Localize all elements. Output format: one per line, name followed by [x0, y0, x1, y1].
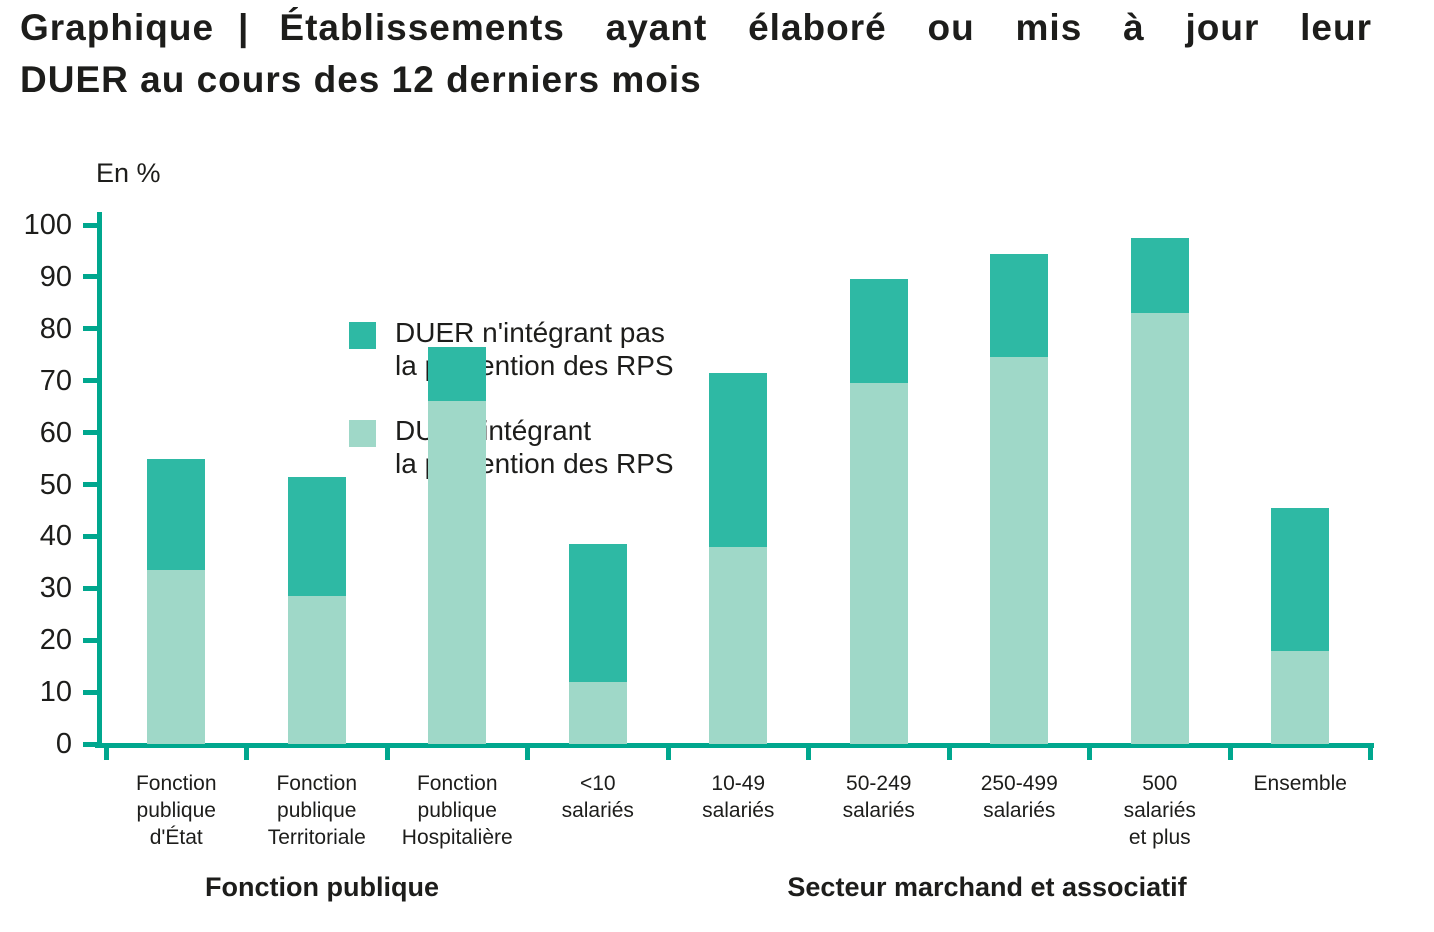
x-axis-tick	[525, 745, 530, 760]
bar-segment-integrant	[1130, 313, 1189, 744]
y-axis-tick	[83, 689, 97, 695]
category-label: Ensemble	[1253, 772, 1347, 795]
group-label-secteur-marchand: Secteur marchand et associatif	[787, 872, 1187, 902]
y-tick-label: 40	[39, 520, 72, 553]
x-axis-tick	[244, 745, 249, 760]
bar-segment-non-integrant	[287, 476, 346, 597]
legend-swatch-non-integrant	[349, 322, 376, 349]
y-axis-tick	[83, 637, 97, 643]
bar-segment-integrant	[568, 681, 627, 744]
x-axis-line	[95, 743, 1374, 748]
x-axis-tick	[1368, 745, 1373, 760]
x-axis-tick	[1087, 745, 1092, 760]
y-axis-tick	[83, 222, 97, 228]
bar-segment-non-integrant	[428, 346, 487, 402]
category-label: Fonction publique d'État	[135, 772, 217, 849]
y-tick-label: 70	[39, 364, 72, 397]
category-label: 50-249 salariés	[842, 772, 915, 822]
y-axis-tick	[83, 378, 97, 384]
category-label: 250-499 salariés	[980, 772, 1058, 822]
bar-segment-non-integrant	[1271, 507, 1330, 651]
bar-segment-non-integrant	[568, 544, 627, 682]
y-tick-label: 30	[39, 572, 72, 605]
category-label: Fonction publique Hospitalière	[401, 772, 513, 849]
title-rest: Établissements ayant élaboré ou mis à jo…	[279, 7, 1372, 48]
x-axis-tick	[1227, 745, 1233, 760]
y-axis-tick	[83, 585, 97, 591]
y-tick-label: 60	[39, 416, 72, 449]
y-tick-label: 100	[23, 209, 72, 241]
x-axis-tick	[946, 745, 952, 760]
title-separator: |	[238, 7, 250, 48]
x-axis-tick	[103, 745, 109, 760]
page-title-line2: DUER au cours des 12 derniers mois	[20, 59, 702, 100]
bar-segment-integrant	[849, 383, 908, 744]
bar-segment-integrant	[428, 401, 487, 744]
x-axis-tick	[384, 745, 390, 760]
bar-segment-integrant	[990, 357, 1049, 744]
category-label: <10 salariés	[561, 772, 634, 822]
y-axis-line	[97, 212, 102, 748]
y-tick-label: 80	[39, 312, 72, 345]
y-axis-tick	[83, 741, 97, 747]
legend-swatch-integrant	[349, 420, 376, 447]
y-axis-tick	[83, 482, 97, 487]
bar-segment-non-integrant	[147, 458, 206, 571]
y-tick-label: 0	[55, 728, 72, 760]
bar-segment-non-integrant	[1130, 237, 1189, 314]
bar-segment-non-integrant	[990, 253, 1049, 358]
y-tick-label: 20	[39, 624, 72, 657]
category-label: 10-49 salariés	[702, 772, 775, 822]
category-label: 500 salariés et plus	[1123, 772, 1196, 849]
bar-segment-non-integrant	[709, 372, 768, 547]
y-tick-label: 90	[39, 260, 72, 293]
y-axis-tick	[83, 326, 97, 332]
y-axis-unit-label: En %	[96, 158, 161, 188]
y-tick-label: 10	[39, 676, 72, 709]
page-title: Graphique | Établissements ayant élaboré…	[20, 2, 1372, 106]
x-axis-tick	[806, 745, 811, 760]
category-label: Fonction publique Territoriale	[267, 772, 366, 849]
y-tick-label: 50	[39, 468, 72, 501]
bar-segment-integrant	[1271, 650, 1330, 744]
x-axis-tick	[665, 745, 671, 760]
page-title-line1: Graphique | Établissements ayant élaboré…	[20, 2, 1372, 54]
group-label-fonction-publique: Fonction publique	[205, 872, 439, 902]
title-prefix: Graphique	[20, 7, 215, 48]
bar-segment-non-integrant	[849, 279, 908, 384]
bar-segment-integrant	[709, 546, 768, 744]
bar-segment-integrant	[287, 596, 346, 744]
y-axis-tick	[83, 274, 97, 280]
y-axis-tick	[83, 533, 97, 539]
bar-segment-integrant	[147, 570, 206, 744]
y-axis-tick	[83, 430, 97, 436]
